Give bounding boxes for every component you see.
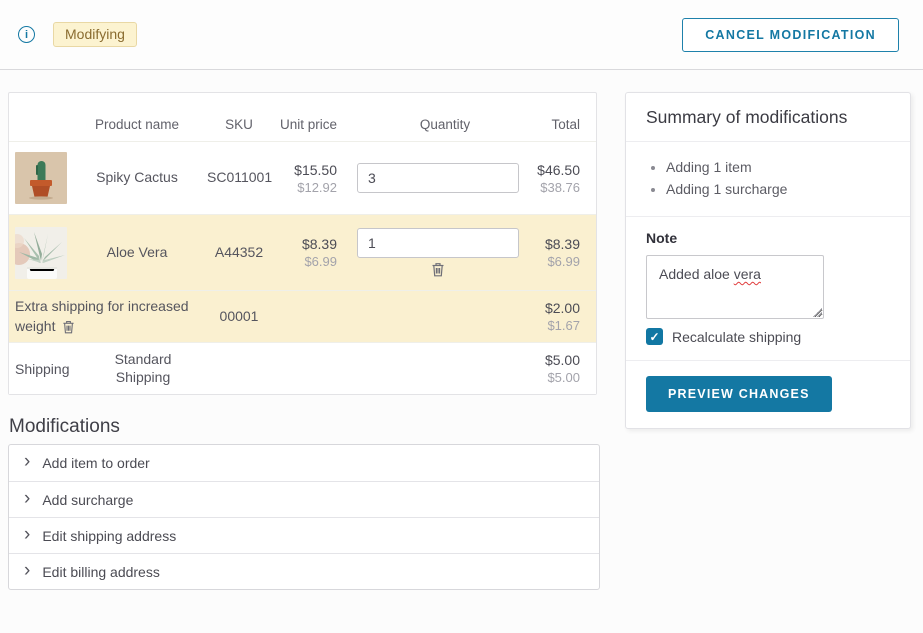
note-text: Added aloe — [659, 266, 734, 282]
surcharge-total-secondary: $1.67 — [547, 318, 580, 333]
accordion-edit-shipping-address[interactable]: › Edit shipping address — [9, 517, 599, 553]
trash-icon — [63, 320, 75, 333]
product-sku: SC011001 — [207, 169, 273, 185]
unit-price: $8.39 — [301, 236, 337, 252]
accordion-label: Edit shipping address — [42, 527, 177, 544]
product-name: Aloe Vera — [106, 243, 168, 260]
accordion-add-item-to-order[interactable]: › Add item to order — [24, 451, 150, 472]
cancel-modification-button[interactable]: CANCEL MODIFICATION — [682, 17, 899, 52]
summary-of-modifications-panel: Summary of modifications Adding 1 item A… — [625, 92, 911, 429]
summary-item-adding-surcharge: Adding 1 surcharge — [666, 181, 890, 197]
accordion-label: Add surcharge — [42, 491, 134, 508]
recalculate-shipping-label: Recalculate shipping — [672, 328, 802, 345]
remove-surcharge-button[interactable] — [59, 319, 78, 335]
modifications-accordion: › Add item to order › Add surcharge › Ed… — [8, 444, 600, 590]
line-total-secondary: $6.99 — [547, 254, 580, 269]
status-badge: Modifying — [53, 22, 137, 47]
order-items-table: Product name SKU Unit price Quantity Tot… — [8, 92, 597, 395]
topbar: i Modifying CANCEL MODIFICATION — [0, 0, 923, 70]
accordion-edit-billing-address[interactable]: › Edit billing address — [9, 553, 599, 589]
header-total: Total — [551, 117, 580, 132]
header-product-name: Product name — [94, 117, 180, 132]
note-label: Note — [646, 230, 678, 246]
checkbox-checked-icon[interactable]: ✓ — [646, 328, 663, 345]
table-row-spiky-cactus: Spiky Cactus SC011001 $15.50 $12.92 $46.… — [9, 141, 596, 214]
table-row-aloe-vera: Aloe Vera A44352 $8.39 $6.99 $8.39 — [9, 214, 596, 290]
product-name: Spiky Cactus — [96, 169, 178, 185]
header-unit-price: Unit price — [279, 117, 337, 132]
header-quantity: Quantity — [419, 117, 471, 132]
line-total: $46.50 — [537, 161, 580, 178]
preview-changes-button[interactable]: PREVIEW CHANGES — [646, 376, 832, 412]
recalculate-shipping-checkbox-row[interactable]: ✓ Recalculate shipping — [646, 328, 890, 345]
line-total: $8.39 — [544, 236, 580, 252]
info-icon[interactable]: i — [18, 26, 35, 43]
surcharge-sku: 00001 — [219, 307, 259, 324]
modifications-section-title: Modifications — [9, 416, 120, 437]
product-photo-cell — [15, 226, 67, 279]
quantity-input-spiky-cactus[interactable] — [357, 163, 519, 193]
quantity-input-aloe-vera[interactable] — [357, 227, 519, 258]
product-sku: A44352 — [214, 243, 264, 260]
unit-price-secondary: $6.99 — [304, 254, 337, 269]
trash-icon — [432, 262, 444, 276]
table-row-surcharge: Extra shipping for increased weight 0000… — [9, 290, 596, 342]
header-sku: SKU — [225, 117, 253, 132]
line-total-secondary: $38.76 — [540, 179, 580, 195]
shipping-row-label: Shipping — [15, 360, 70, 377]
accordion-add-surcharge[interactable]: › Add surcharge — [9, 481, 599, 517]
shipping-total-secondary: $5.00 — [547, 370, 580, 385]
surcharge-name: Extra shipping for increased weight — [15, 297, 189, 334]
spiky-cactus-product-photo — [15, 152, 67, 204]
shipping-total: $5.00 — [544, 352, 580, 368]
note-text-misspelled: vera — [733, 266, 761, 282]
accordion-label: Edit billing address — [42, 563, 160, 580]
shipping-method: Standard Shipping — [114, 350, 172, 386]
table-header-row: Product name SKU Unit price Quantity Tot… — [9, 93, 596, 141]
resize-grip-icon[interactable] — [813, 308, 822, 317]
unit-price: $15.50 — [294, 161, 337, 178]
accordion-label: Add item to order — [42, 455, 150, 471]
summary-panel-title: Summary of modifications — [646, 107, 848, 127]
modifications-summary-list: Adding 1 item Adding 1 surcharge — [626, 142, 910, 216]
table-row-shipping: Shipping Standard Shipping $5.00 $5.00 — [9, 342, 596, 394]
remove-item-button[interactable] — [428, 261, 448, 278]
product-photo-cell — [15, 152, 67, 204]
surcharge-total: $2.00 — [544, 300, 580, 316]
note-textarea[interactable]: Added aloe vera — [646, 255, 824, 319]
unit-price-secondary: $12.92 — [297, 179, 337, 195]
aloe-vera-product-photo — [15, 226, 67, 279]
summary-item-adding-item: Adding 1 item — [666, 159, 890, 175]
